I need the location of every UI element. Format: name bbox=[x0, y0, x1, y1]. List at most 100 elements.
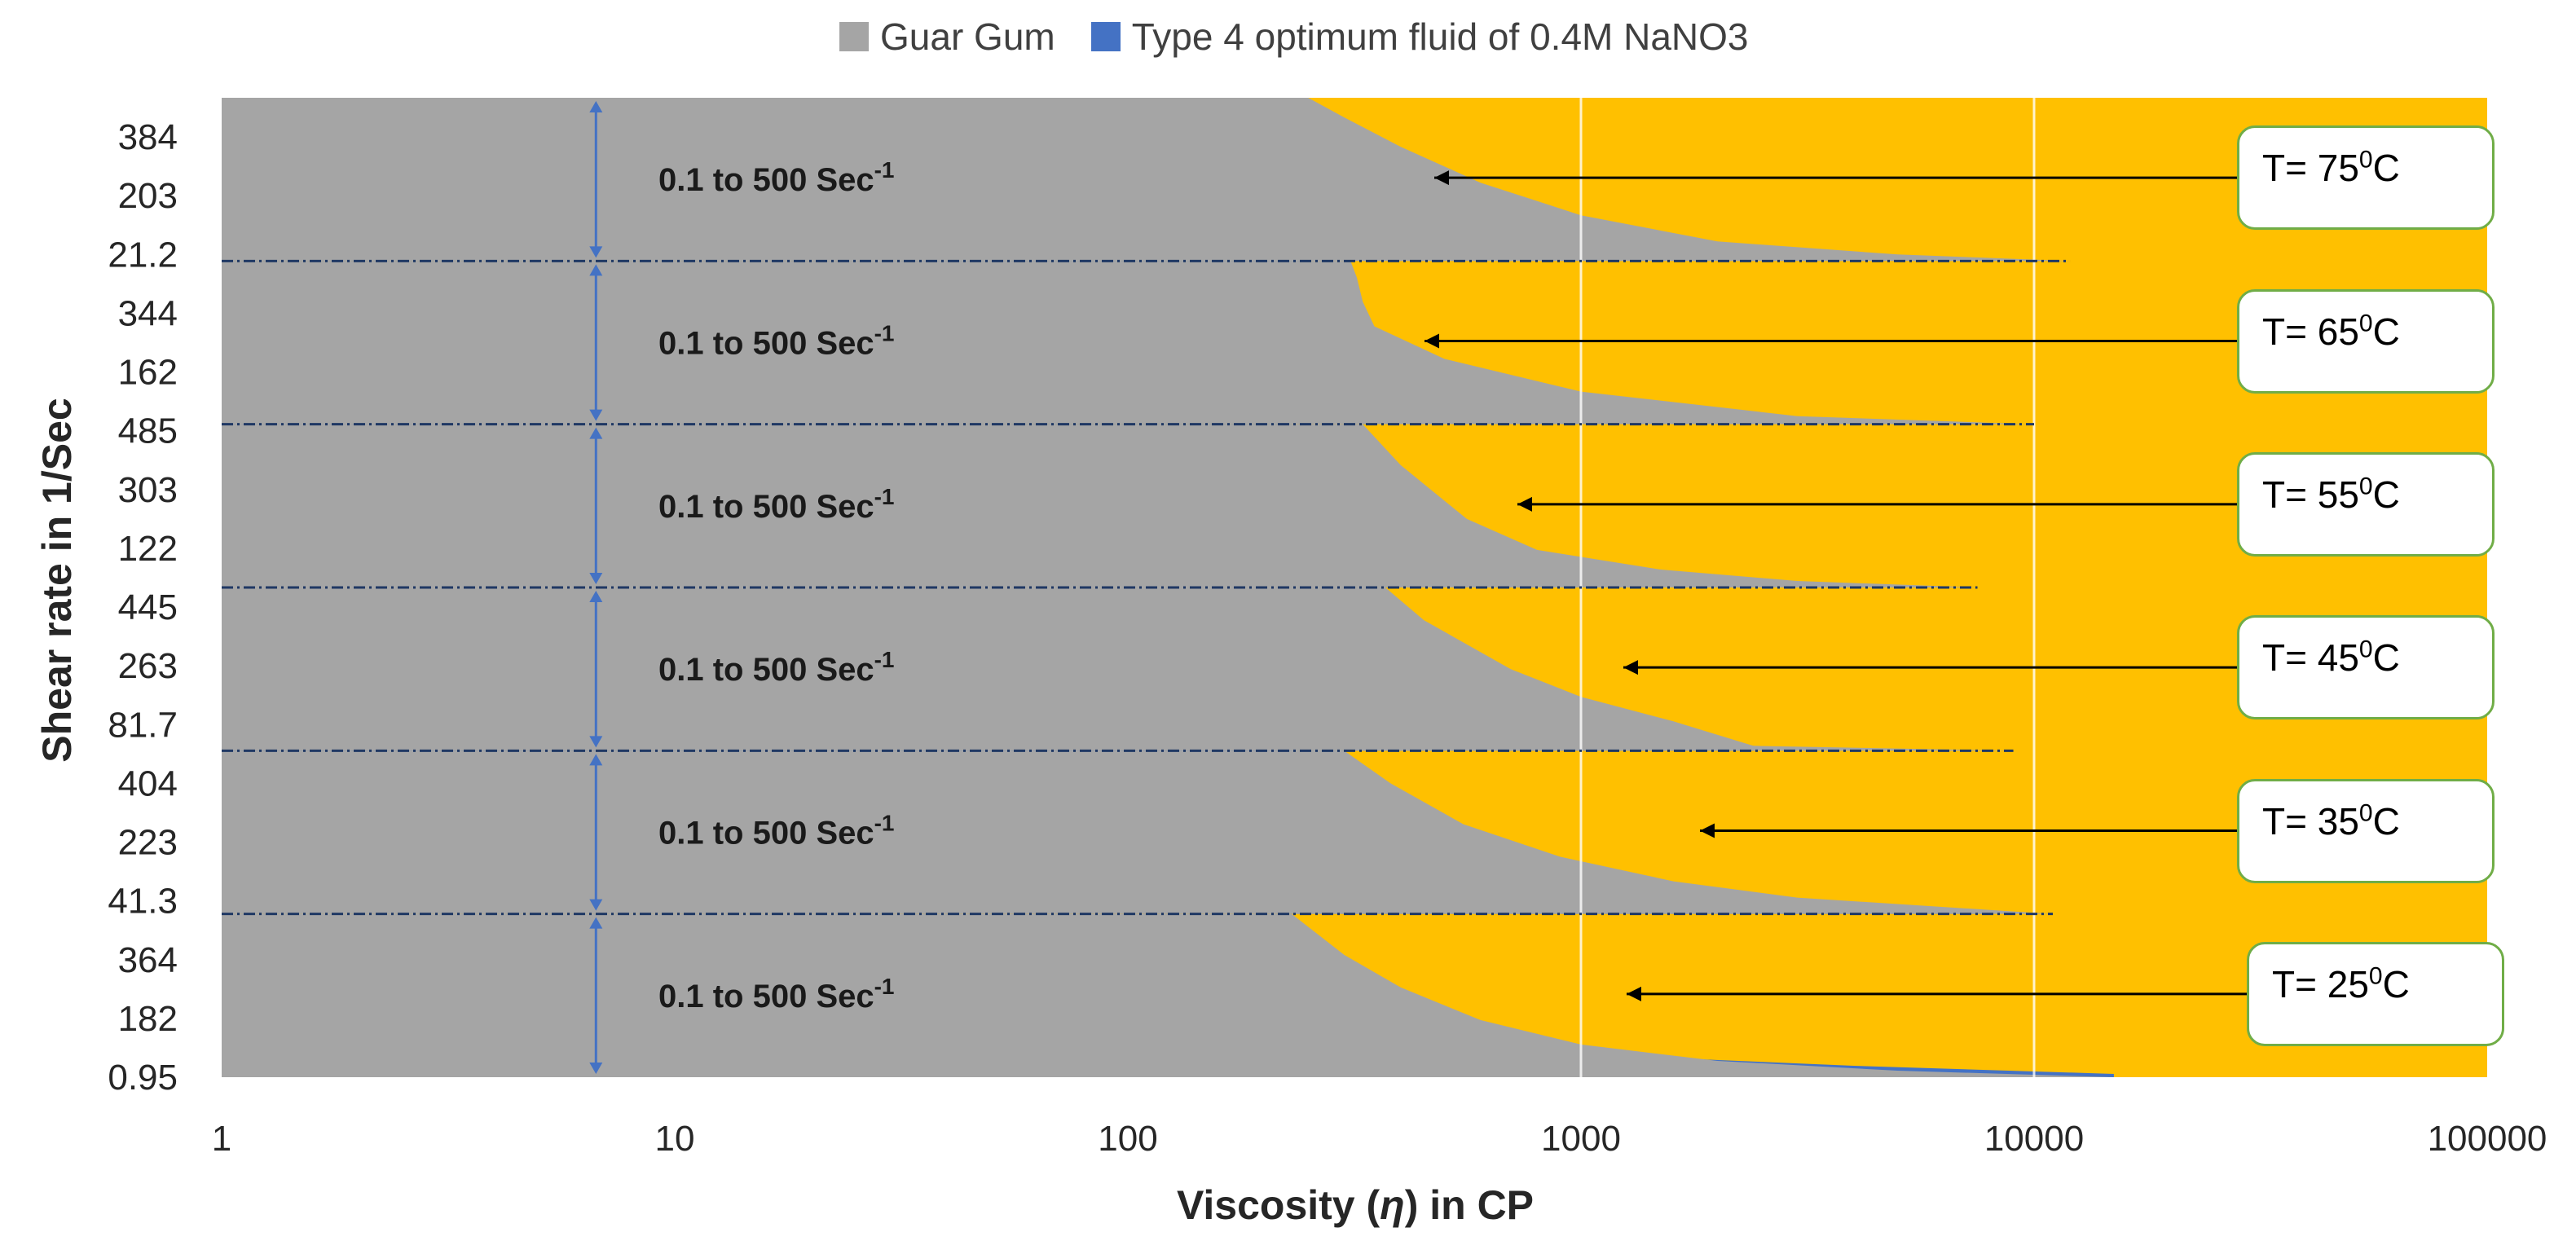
shear-range-label-6: 0.1 to 500 Sec-1 bbox=[658, 974, 895, 1014]
x-tick-label-100: 100 bbox=[1098, 1119, 1157, 1159]
temperature-arrow-head-1 bbox=[1434, 170, 1449, 186]
shear-range-head-bottom-4 bbox=[589, 736, 603, 748]
temperature-arrow-head-6 bbox=[1627, 986, 1641, 1001]
guar-area-band-2 bbox=[222, 261, 2034, 425]
guar-area-band-3 bbox=[222, 424, 1978, 587]
shear-range-label-text-2: 0.1 to 500 Sec bbox=[658, 326, 874, 362]
legend-label-guar: Guar Gum bbox=[880, 15, 1055, 58]
y-tick-label-16: 182 bbox=[118, 999, 178, 1039]
shear-range-label-exp-3: -1 bbox=[874, 484, 895, 509]
shear-range-head-top-6 bbox=[589, 917, 603, 929]
x-axis-title-suffix: ) in CP bbox=[1404, 1182, 1535, 1228]
y-tick-label-3: 21.2 bbox=[108, 235, 178, 275]
y-axis-title: Shear rate in 1/Sec bbox=[34, 398, 80, 763]
y-tick-label-15: 364 bbox=[118, 940, 178, 980]
shear-range-label-text-3: 0.1 to 500 Sec bbox=[658, 489, 874, 525]
x-tick-label-1000: 1000 bbox=[1541, 1119, 1621, 1159]
shear-range-label-2: 0.1 to 500 Sec-1 bbox=[658, 321, 895, 362]
shear-range-head-bottom-6 bbox=[589, 1063, 603, 1074]
shear-range-head-top-3 bbox=[589, 427, 603, 439]
legend-swatch-guar bbox=[839, 22, 869, 51]
y-tick-label-12: 404 bbox=[118, 763, 178, 803]
temperature-degree-6: 0 bbox=[2368, 962, 2383, 990]
shear-range-head-top-2 bbox=[589, 264, 603, 276]
x-tick-label-10: 10 bbox=[655, 1119, 695, 1159]
shear-range-label-exp-6: -1 bbox=[874, 974, 895, 999]
y-tick-label-8: 122 bbox=[118, 529, 178, 569]
temperature-arrow-head-2 bbox=[1425, 333, 1439, 349]
temperature-value-2: T= 65 bbox=[2262, 310, 2359, 353]
shear-range-head-top-5 bbox=[589, 754, 603, 766]
temperature-degree-2: 0 bbox=[2358, 310, 2373, 337]
x-axis-title-prefix: Viscosity ( bbox=[1176, 1182, 1380, 1228]
x-tick-label-1: 1 bbox=[212, 1119, 231, 1159]
temperature-box-4: T= 450C bbox=[2237, 615, 2495, 720]
x-tick-label-10000: 10000 bbox=[1984, 1119, 2084, 1159]
y-tick-label-17: 0.95 bbox=[108, 1058, 178, 1098]
temperature-value-1: T= 75 bbox=[2262, 147, 2359, 190]
legend-swatch-type4 bbox=[1090, 22, 1121, 51]
shear-range-arrow-6 bbox=[589, 917, 603, 1074]
guar-area-band-6 bbox=[222, 913, 2114, 1077]
y-tick-label-5: 162 bbox=[118, 353, 178, 393]
shear-range-arrow-5 bbox=[589, 754, 603, 911]
temperature-value-6: T= 25 bbox=[2272, 962, 2369, 1005]
temperature-value-5: T= 35 bbox=[2262, 799, 2359, 843]
y-tick-label-13: 223 bbox=[118, 823, 178, 863]
y-tick-label-10: 263 bbox=[118, 646, 178, 686]
shear-range-label-text-4: 0.1 to 500 Sec bbox=[658, 652, 874, 688]
temperature-unit-5: C bbox=[2372, 799, 2400, 843]
y-tick-label-4: 344 bbox=[118, 293, 178, 333]
shear-range-arrow-3 bbox=[589, 427, 603, 584]
shear-range-arrow-1 bbox=[589, 101, 603, 258]
legend: Guar Gum Type 4 optimum fluid of 0.4M Na… bbox=[839, 15, 1785, 59]
x-axis-title-symbol: η bbox=[1380, 1182, 1405, 1228]
temperature-degree-1: 0 bbox=[2358, 146, 2373, 174]
temperature-unit-4: C bbox=[2372, 636, 2400, 680]
y-tick-label-6: 485 bbox=[118, 411, 178, 451]
legend-item-guar: Guar Gum bbox=[839, 15, 1055, 59]
temperature-box-3: T= 550C bbox=[2237, 451, 2495, 557]
x-axis-title: Viscosity (η) in CP bbox=[1177, 1181, 1534, 1229]
y-tick-label-1: 384 bbox=[118, 117, 178, 157]
temperature-box-6: T= 250C bbox=[2247, 941, 2504, 1046]
shear-range-head-top-1 bbox=[589, 101, 603, 112]
legend-label-type4: Type 4 optimum fluid of 0.4M NaNO3 bbox=[1131, 15, 1749, 58]
shear-range-label-4: 0.1 to 500 Sec-1 bbox=[658, 647, 895, 688]
shear-range-label-text-1: 0.1 to 500 Sec bbox=[658, 162, 874, 198]
shear-range-label-text-5: 0.1 to 500 Sec bbox=[658, 816, 874, 851]
temperature-unit-2: C bbox=[2372, 310, 2400, 353]
temperature-value-3: T= 55 bbox=[2262, 473, 2359, 516]
y-tick-label-2: 203 bbox=[118, 176, 178, 216]
temperature-unit-6: C bbox=[2382, 962, 2410, 1005]
shear-range-head-bottom-1 bbox=[589, 246, 603, 258]
guar-area-band-5 bbox=[222, 750, 2053, 914]
shear-range-label-exp-2: -1 bbox=[874, 321, 895, 346]
x-tick-label-100000: 100000 bbox=[2428, 1119, 2547, 1159]
shear-range-arrow-2 bbox=[589, 264, 603, 421]
shear-range-label-exp-5: -1 bbox=[874, 811, 895, 836]
guar-area-band-1 bbox=[222, 98, 2070, 262]
shear-range-label-3: 0.1 to 500 Sec-1 bbox=[658, 484, 895, 525]
temperature-arrow-head-3 bbox=[1517, 496, 1532, 512]
temperature-box-2: T= 650C bbox=[2237, 288, 2495, 394]
shear-range-head-top-4 bbox=[589, 591, 603, 602]
shear-range-arrow-4 bbox=[589, 591, 603, 748]
temperature-value-4: T= 45 bbox=[2262, 636, 2359, 680]
shear-range-head-bottom-3 bbox=[589, 573, 603, 584]
temperature-arrow-head-5 bbox=[1700, 823, 1715, 838]
shear-range-label-exp-1: -1 bbox=[874, 157, 895, 183]
temperature-arrow-head-4 bbox=[1623, 660, 1638, 675]
temperature-degree-5: 0 bbox=[2358, 799, 2373, 827]
temperature-box-5: T= 350C bbox=[2237, 778, 2495, 883]
y-tick-label-14: 41.3 bbox=[108, 882, 178, 922]
legend-item-type4: Type 4 optimum fluid of 0.4M NaNO3 bbox=[1090, 15, 1749, 59]
guar-area-band-4 bbox=[222, 587, 2014, 751]
temperature-unit-3: C bbox=[2372, 473, 2400, 516]
temperature-degree-3: 0 bbox=[2358, 473, 2373, 500]
shear-range-label-text-6: 0.1 to 500 Sec bbox=[658, 979, 874, 1014]
shear-range-head-bottom-5 bbox=[589, 899, 603, 911]
shear-range-label-1: 0.1 to 500 Sec-1 bbox=[658, 157, 895, 198]
shear-range-label-exp-4: -1 bbox=[874, 647, 895, 672]
